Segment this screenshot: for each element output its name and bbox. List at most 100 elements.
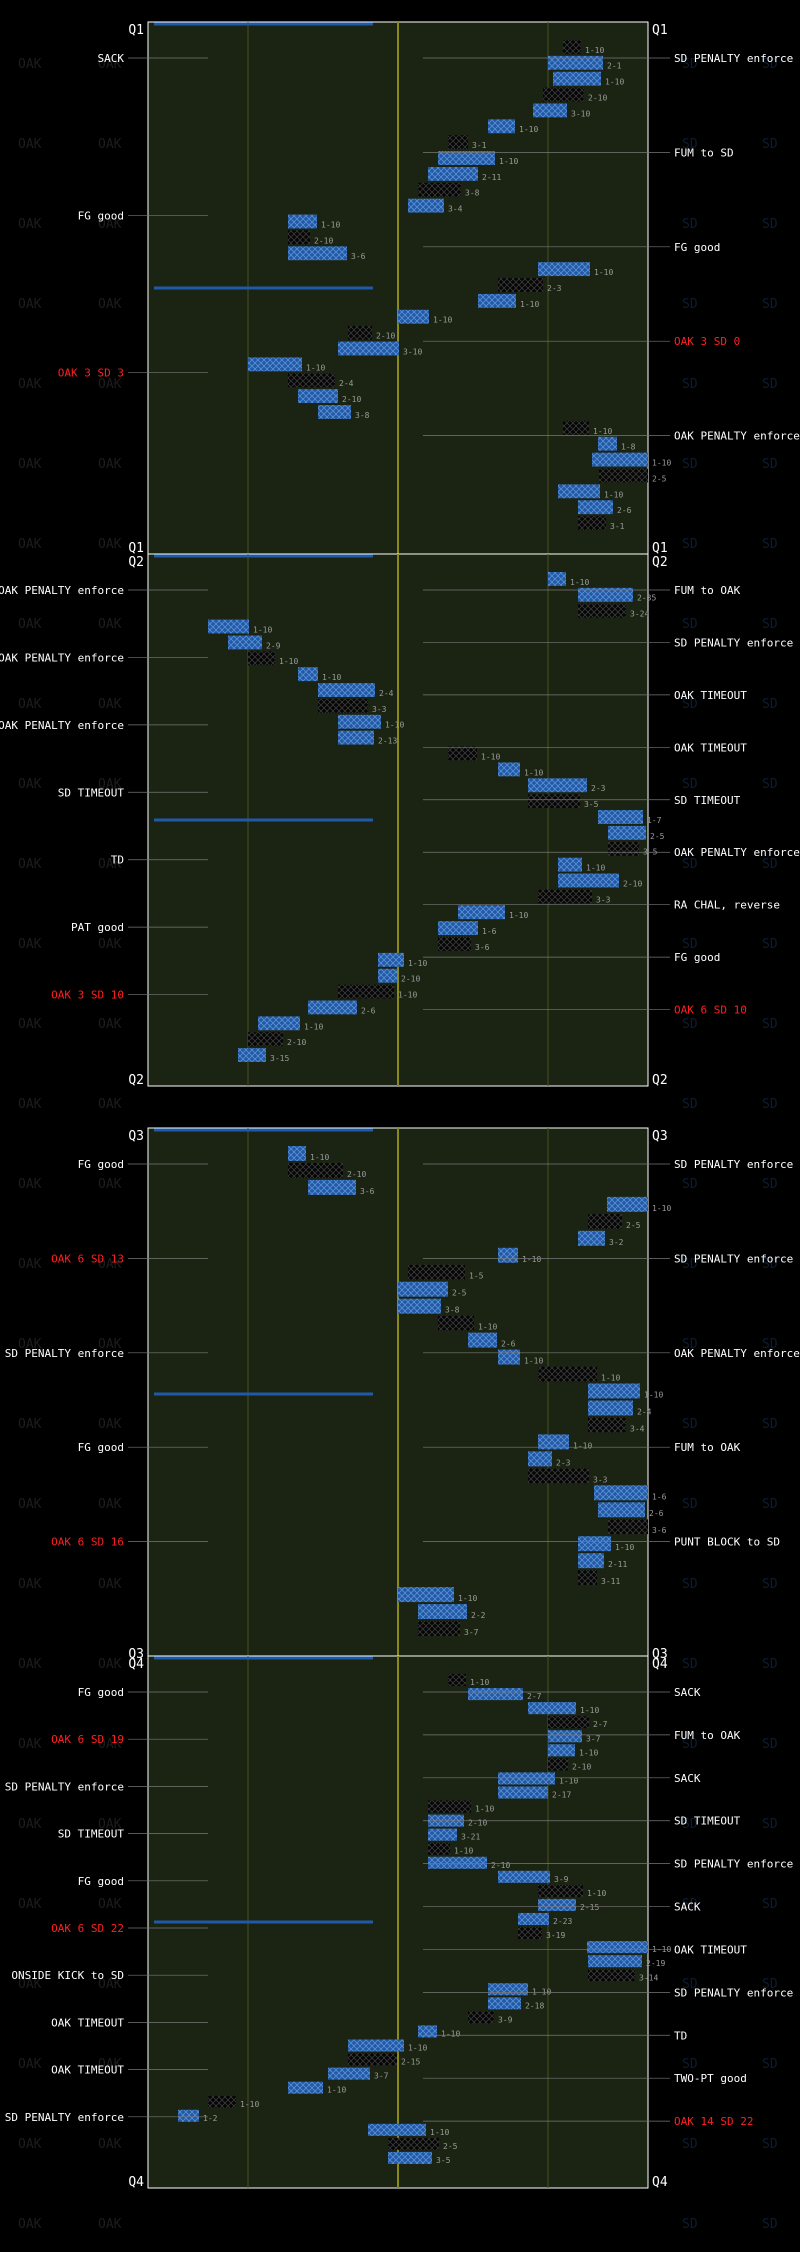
bg-team-oak: OAK [18, 297, 42, 312]
quarter-label: Q4 [128, 1657, 144, 1672]
bg-team-sd: SD [762, 937, 778, 952]
down-distance-label: 1-10 [652, 1204, 671, 1213]
bg-team-sd: SD [762, 1977, 778, 1992]
down-distance-label: 3-11 [601, 1577, 620, 1586]
down-distance-label: 2-3 [591, 784, 606, 793]
annotation-right: SD PENALTY enforce [674, 52, 793, 65]
play-segment [587, 1941, 648, 1954]
play-segment [533, 103, 567, 118]
quarter-label: Q3 [652, 1647, 668, 1662]
annotation-right: OAK PENALTY enforce [674, 1347, 800, 1360]
bg-team-oak: OAK [98, 1417, 122, 1432]
down-distance-label: 1-10 [522, 1255, 541, 1264]
down-distance-label: 2-19 [646, 1959, 665, 1968]
annotation-right: OAK TIMEOUT [674, 1943, 747, 1956]
annotation-right: SD PENALTY enforce [674, 1252, 793, 1265]
play-segment [563, 420, 589, 435]
annotation-right: SD PENALTY enforce [674, 1158, 793, 1171]
annotation-left: OAK 6 SD 19 [51, 1733, 124, 1746]
bg-team-oak: OAK [18, 457, 42, 472]
annotation-right: OAK 3 SD 0 [674, 335, 740, 348]
play-segment [538, 262, 590, 277]
play-segment [298, 667, 318, 682]
bg-team-oak: OAK [18, 137, 42, 152]
play-segment [288, 246, 347, 261]
down-distance-label: 1-10 [322, 673, 341, 682]
down-distance-label: 3-9 [554, 1875, 569, 1884]
down-distance-label: 1-10 [481, 752, 500, 761]
down-distance-label: 3-4 [448, 205, 463, 214]
play-segment [338, 341, 399, 356]
down-distance-label: 2-3 [556, 1458, 571, 1467]
down-distance-label: 3-3 [372, 705, 387, 714]
down-distance-label: 1-10 [385, 721, 404, 730]
down-distance-label: 3-4 [630, 1424, 645, 1433]
play-segment [588, 1955, 642, 1968]
annotation-left: OAK 6 SD 22 [51, 1922, 124, 1935]
play-segment [438, 151, 495, 165]
down-distance-label: 1-7 [647, 816, 662, 825]
bg-team-sd: SD [682, 1177, 698, 1192]
bg-team-oak: OAK [98, 2137, 122, 2152]
down-distance-label: 2-35 [637, 594, 656, 603]
bg-team-sd: SD [682, 57, 698, 72]
play-segment [298, 389, 338, 404]
down-distance-label: 2-10 [401, 975, 420, 984]
play-segment [588, 1383, 640, 1399]
play-segment [398, 309, 429, 324]
quarter-label: Q4 [652, 1657, 668, 1672]
down-distance-label: 1-10 [644, 1390, 663, 1399]
bg-team-sd: SD [762, 1337, 778, 1352]
play-segment [438, 921, 478, 936]
play-segment [578, 587, 633, 602]
down-distance-label: 2-10 [623, 879, 642, 888]
play-segment [528, 794, 580, 809]
down-distance-label: 2-5 [626, 1221, 641, 1230]
down-distance-label: 2-6 [649, 1509, 664, 1518]
annotation-right: OAK PENALTY enforce [674, 846, 800, 859]
down-distance-label: 2-10 [572, 1762, 591, 1771]
play-segment [428, 166, 478, 181]
annotation-right: SD PENALTY enforce [674, 1858, 793, 1871]
play-segment [338, 984, 394, 999]
play-segment [458, 905, 505, 920]
bg-team-oak: OAK [18, 1737, 42, 1752]
bg-team-sd: SD [682, 297, 698, 312]
down-distance-label: 1-10 [321, 220, 340, 229]
down-distance-label: 1-6 [482, 927, 497, 936]
bg-team-sd: SD [762, 2217, 778, 2232]
annotation-right: FUM to SD [674, 146, 734, 159]
bg-team-sd: SD [682, 1337, 698, 1352]
bg-team-sd: SD [762, 697, 778, 712]
play-segment [338, 730, 374, 745]
bg-team-sd: SD [762, 217, 778, 232]
down-distance-label: 1-10 [398, 991, 417, 1000]
quarter-label: Q3 [128, 1129, 144, 1144]
play-segment [288, 230, 310, 245]
down-distance-label: 1-10 [408, 959, 427, 968]
bg-team-oak: OAK [18, 1897, 42, 1912]
bg-team-sd: SD [762, 1817, 778, 1832]
bg-team-sd: SD [762, 1257, 778, 1272]
annotation-right: FG good [674, 241, 720, 254]
bg-team-oak: OAK [18, 1097, 42, 1112]
quarter-label: Q3 [652, 1129, 668, 1144]
bg-team-sd: SD [682, 1737, 698, 1752]
play-segment [438, 1315, 474, 1331]
down-distance-label: 2-2 [471, 1611, 486, 1620]
annotation-right: OAK 6 SD 10 [674, 1004, 747, 1017]
play-segment [594, 1485, 648, 1501]
down-distance-label: 2-4 [637, 1407, 652, 1416]
down-distance-label: 1-10 [304, 1022, 323, 1031]
play-segment [468, 2011, 494, 2024]
down-distance-label: 1-10 [475, 1805, 494, 1814]
annotation-left: ONSIDE KICK to SD [11, 1969, 124, 1982]
bg-team-oak: OAK [98, 1977, 122, 1992]
play-segment [588, 1417, 626, 1433]
play-segment [578, 1536, 611, 1552]
down-distance-label: 2-15 [401, 2058, 420, 2067]
down-distance-label: 1-10 [601, 1374, 620, 1383]
bg-team-sd: SD [762, 617, 778, 632]
annotation-left: FG good [78, 1875, 124, 1888]
annotation-left: OAK TIMEOUT [51, 2016, 124, 2029]
